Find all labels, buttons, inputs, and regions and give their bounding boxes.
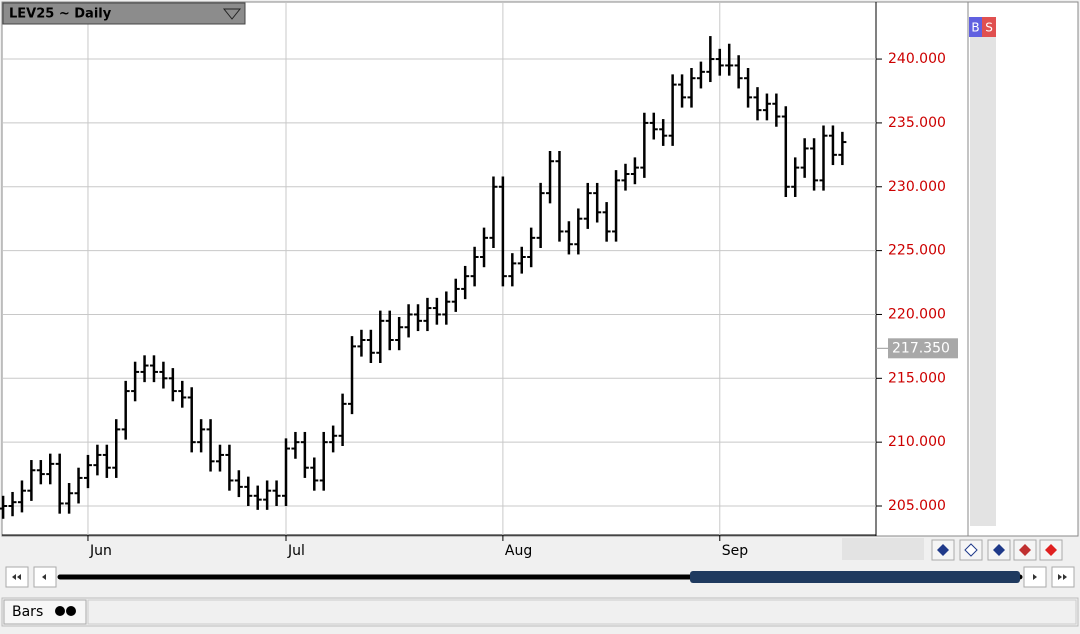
y-tick-label: 215.000: [888, 370, 946, 386]
x-tick-label: Aug: [505, 543, 532, 559]
tool-icon: [964, 543, 978, 557]
scroll-icon: [12, 574, 46, 580]
side-strip: [970, 36, 996, 526]
tool-icon: [1045, 544, 1057, 556]
y-tick-label: 235.000: [888, 115, 946, 131]
scroll-thumb[interactable]: [690, 571, 1020, 583]
status-icon: [66, 606, 76, 616]
y-tick-label: 220.000: [888, 306, 946, 322]
symbol-box[interactable]: [2, 2, 246, 25]
plot: 205.000 210.000 215.000 220.000 225.000 230.0…: [0, 3, 958, 559]
x-tick-label: Sep: [722, 543, 749, 559]
tool-icon: [993, 544, 1005, 556]
tool-icon: [937, 544, 949, 556]
buy-button[interactable]: [969, 17, 982, 37]
toolbar: [931, 539, 1063, 561]
last-price-box: [888, 338, 958, 359]
status-label: Bars: [12, 604, 43, 620]
y-tick-label: 240.000: [888, 51, 946, 67]
buy-label[interactable]: B: [971, 21, 979, 35]
x-tick-label: Jul: [287, 543, 305, 559]
chart-title: LEV25 ~ Daily: [9, 7, 112, 22]
scroll-icon: [1033, 574, 1067, 580]
y-tick-label: 230.000: [888, 179, 946, 195]
sell-label[interactable]: S: [985, 21, 993, 35]
x-tick-label: Jun: [89, 543, 112, 559]
tool-icon: [1019, 544, 1031, 556]
y-tick-label: 205.000: [888, 498, 946, 514]
y-tick-label: 225.000: [888, 243, 946, 259]
dropdown-arrow[interactable]: [222, 8, 242, 20]
y-tick-label: 210.000: [888, 434, 946, 450]
sell-button[interactable]: [982, 17, 996, 37]
last-price-label: 217.350: [892, 340, 950, 356]
plot-bg: [1, 1, 1079, 537]
time-strip: [842, 538, 924, 560]
status-icon: [55, 606, 65, 616]
status-field: [87, 599, 1077, 625]
